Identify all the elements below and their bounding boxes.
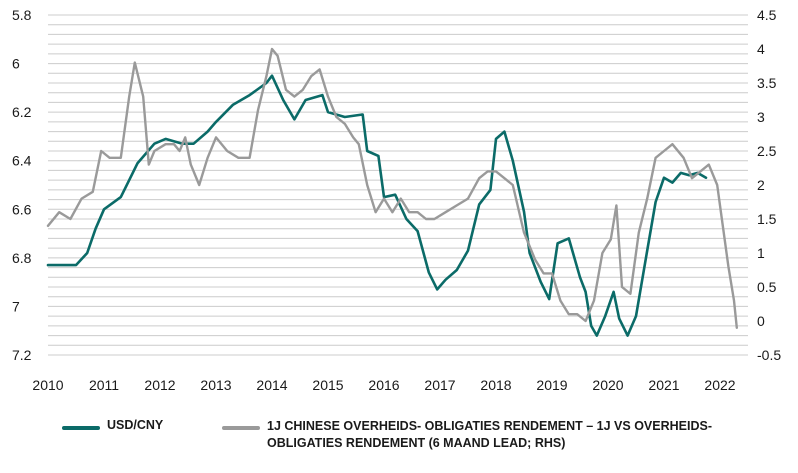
x-tick-label: 2014 xyxy=(256,377,287,393)
series-usd-cny xyxy=(46,74,708,337)
right-tick-label: 4 xyxy=(757,41,765,57)
left-axis-ticks: 5.8 6 6.2 6.4 6.6 6.8 7 7.2 xyxy=(12,7,32,363)
right-tick-label: 3 xyxy=(757,109,765,125)
left-tick-label: 6.2 xyxy=(12,104,32,120)
x-tick-label: 2021 xyxy=(648,377,679,393)
legend-label-usd-cny: USD/CNY xyxy=(107,418,164,432)
left-tick-label: 5.8 xyxy=(12,7,32,23)
legend-swatch-bond-yield-spread xyxy=(222,426,260,430)
right-tick-label: 2.5 xyxy=(757,143,777,159)
right-axis-ticks: 4.5 4 3.5 3 2.5 2 1.5 1 0.5 0 -0.5 xyxy=(757,7,781,363)
x-tick-label: 2016 xyxy=(368,377,399,393)
right-tick-label: 0.5 xyxy=(757,279,777,295)
legend-label-bond-yield-spread: 1J CHINESE OVERHEIDS- OBLIGATIES RENDEME… xyxy=(267,419,712,450)
x-tick-label: 2019 xyxy=(536,377,567,393)
x-tick-label: 2018 xyxy=(480,377,511,393)
left-tick-label: 6.8 xyxy=(12,250,32,266)
right-tick-label: 3.5 xyxy=(757,75,777,91)
x-tick-label: 2015 xyxy=(312,377,343,393)
right-tick-label: 2 xyxy=(757,177,765,193)
left-tick-label: 6 xyxy=(12,56,20,72)
x-tick-label: 2013 xyxy=(200,377,231,393)
series-bond-yield-spread xyxy=(46,47,738,329)
x-tick-label: 2022 xyxy=(704,377,735,393)
gridlines xyxy=(48,14,748,356)
right-tick-label: 4.5 xyxy=(757,7,777,23)
right-tick-label: 1.5 xyxy=(757,211,777,227)
right-tick-label: 1 xyxy=(757,245,765,261)
left-tick-label: 6.4 xyxy=(12,153,32,169)
series-line xyxy=(46,74,708,337)
right-tick-label: 0 xyxy=(757,313,765,329)
x-tick-label: 2020 xyxy=(592,377,623,393)
x-tick-label: 2011 xyxy=(89,377,119,393)
right-tick-label: -0.5 xyxy=(757,347,781,363)
left-tick-label: 7.2 xyxy=(12,347,32,363)
x-axis-ticks: 2010 2011 2012 2013 2014 2015 2016 2017 2018 2019… xyxy=(32,377,735,393)
left-tick-label: 6.6 xyxy=(12,201,32,217)
legend-swatch-usd-cny xyxy=(62,426,100,430)
x-tick-label: 2010 xyxy=(32,377,63,393)
left-tick-label: 7 xyxy=(12,298,20,314)
x-tick-label: 2012 xyxy=(144,377,175,393)
x-tick-label: 2017 xyxy=(424,377,455,393)
series-line xyxy=(46,47,738,329)
